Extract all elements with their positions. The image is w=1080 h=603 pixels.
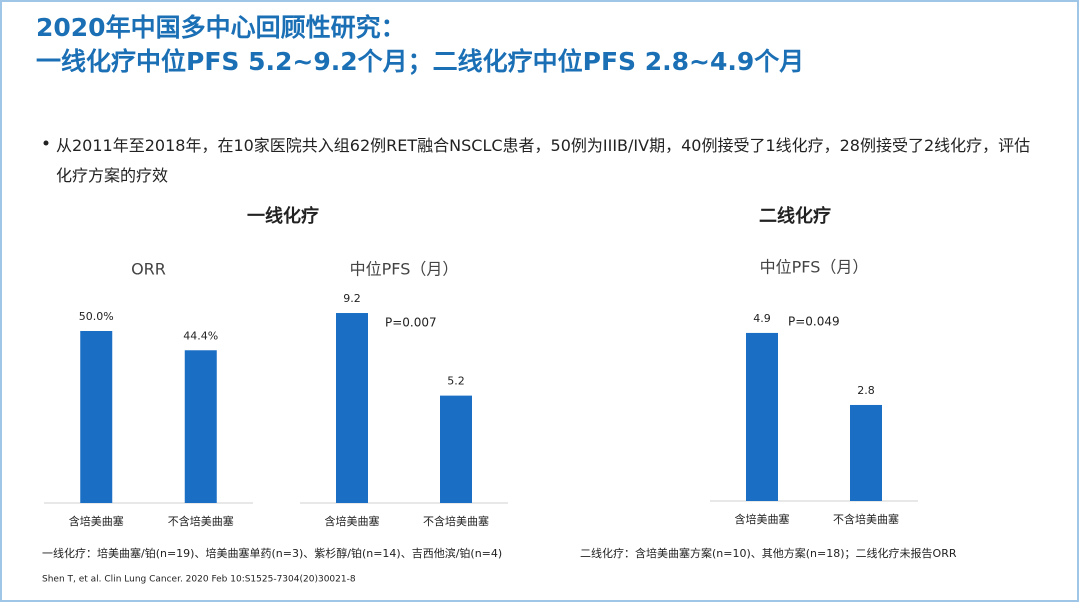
bullet-dot xyxy=(43,140,49,146)
x-tick-label: 含培美曲塞 xyxy=(325,514,380,528)
footnote: 一线化疗：培美曲塞/铂(n=19)、培美曲塞单药(n=3)、紫杉醇/铂(n=14… xyxy=(42,546,502,560)
value-label: 2.8 xyxy=(857,384,875,397)
bullet-text: 从2011年至2018年，在10家医院共入组62例RET融合NSCLC患者，50… xyxy=(56,136,1031,185)
x-tick-label: 不含培美曲塞 xyxy=(833,512,899,526)
x-tick-label: 不含培美曲塞 xyxy=(168,514,234,528)
group-title: 一线化疗 xyxy=(247,205,319,227)
bar xyxy=(746,332,778,501)
value-label: 4.9 xyxy=(753,312,771,325)
citation: Shen T, et al. Clin Lung Cancer. 2020 Fe… xyxy=(42,575,356,585)
annotation: P=0.049 xyxy=(788,315,840,329)
value-label: 44.4% xyxy=(183,329,218,342)
x-tick-label: 含培美曲塞 xyxy=(735,512,790,526)
footnote: 二线化疗：含培美曲塞方案(n=10)、其他方案(n=18)；二线化疗未报告ORR xyxy=(580,546,957,560)
chart-title: ORR xyxy=(131,260,166,279)
value-label: 9.2 xyxy=(343,292,361,305)
chart-title: 中位PFS（月） xyxy=(760,258,869,277)
x-tick-label: 含培美曲塞 xyxy=(69,514,124,528)
bar xyxy=(336,313,368,503)
chart-title: 中位PFS（月） xyxy=(350,260,459,279)
bar xyxy=(440,395,472,503)
x-tick-label: 不含培美曲塞 xyxy=(423,514,489,528)
value-label: 50.0% xyxy=(79,310,114,323)
group-title: 二线化疗 xyxy=(759,205,831,227)
title: 2020年中国多中心回顾性研究： xyxy=(36,13,406,42)
annotation: P=0.007 xyxy=(385,316,437,330)
bar xyxy=(184,350,217,503)
value-label: 5.2 xyxy=(447,375,465,388)
title: 一线化疗中位PFS 5.2~9.2个月；二线化疗中位PFS 2.8~4.9个月 xyxy=(36,47,804,76)
bar xyxy=(850,404,882,501)
bar xyxy=(80,331,113,503)
